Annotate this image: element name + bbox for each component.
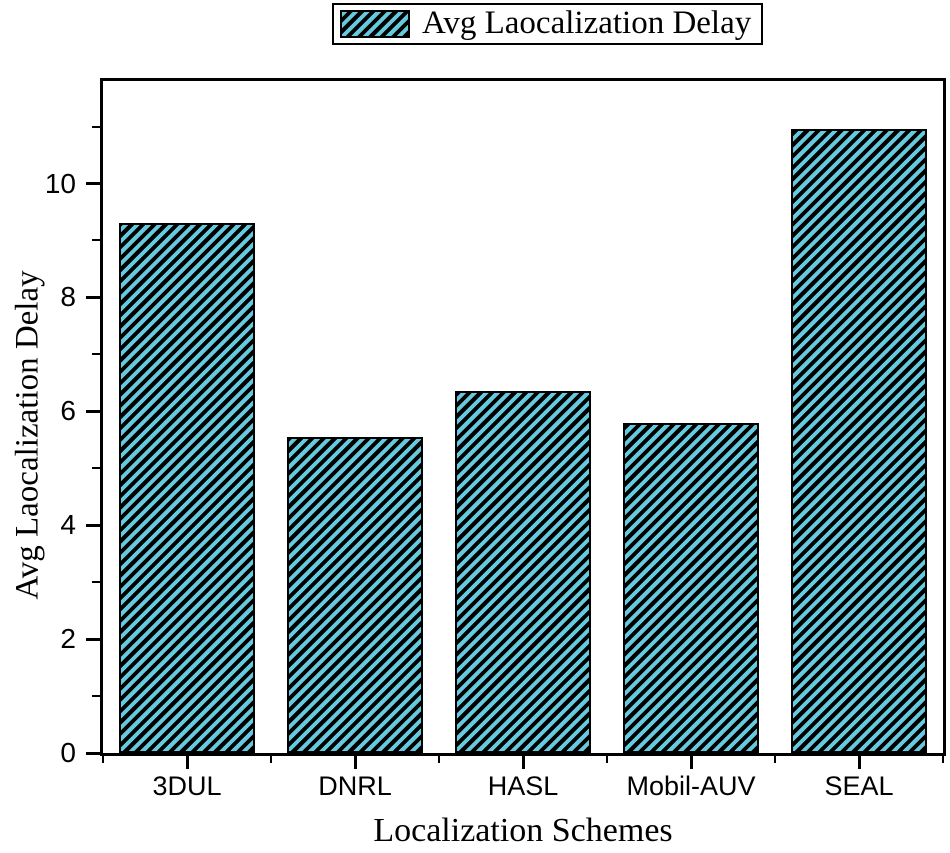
y-axis-major-tick bbox=[86, 751, 100, 755]
x-tick-label: DNRL bbox=[318, 771, 392, 801]
bar-HASL bbox=[455, 391, 591, 753]
x-tick-label: SEAL bbox=[824, 771, 894, 801]
x-tick-label: Mobil-AUV bbox=[626, 771, 756, 801]
legend-swatch-hatch bbox=[340, 10, 410, 38]
y-axis-minor-tick bbox=[92, 125, 100, 128]
y-axis-major-tick bbox=[86, 637, 100, 641]
x-axis-major-tick bbox=[521, 756, 525, 769]
x-axis-minor-tick bbox=[438, 756, 440, 763]
legend-label: Avg Laocalization Delay bbox=[422, 5, 752, 41]
x-tick-label: HASL bbox=[487, 771, 559, 801]
x-axis-minor-tick bbox=[774, 756, 776, 763]
bar-SEAL bbox=[791, 129, 927, 753]
y-tick-label: 6 bbox=[60, 395, 76, 427]
bar-3DUL bbox=[119, 223, 255, 753]
plot-area: 0 2 4 6 8 10 3DUL DNRL HASL Mobil-AUV SEAL bbox=[45, 78, 946, 801]
bar-DNRL bbox=[287, 437, 423, 753]
x-axis-major-tick bbox=[857, 756, 861, 769]
y-tick-label: 4 bbox=[60, 509, 76, 541]
y-axis-major-tick bbox=[86, 409, 100, 413]
y-tick-label: 2 bbox=[60, 623, 76, 655]
y-axis-minor-tick bbox=[92, 239, 100, 242]
y-tick-label: 10 bbox=[44, 167, 76, 199]
y-axis-minor-tick bbox=[92, 467, 100, 470]
y-tick-label: 0 bbox=[60, 737, 76, 768]
x-axis-major-tick bbox=[353, 756, 357, 769]
y-axis-minor-tick bbox=[92, 695, 100, 698]
y-axis-major-tick bbox=[86, 295, 100, 299]
x-axis-minor-tick bbox=[942, 756, 944, 763]
y-axis-major-tick bbox=[86, 523, 100, 527]
y-axis-minor-tick bbox=[92, 353, 100, 356]
x-tick-label: 3DUL bbox=[152, 771, 222, 801]
y-axis-major-tick bbox=[86, 182, 100, 185]
x-axis-minor-tick bbox=[270, 756, 272, 763]
y-tick-label: 8 bbox=[60, 281, 76, 313]
x-axis-major-tick bbox=[689, 756, 693, 769]
y-axis-minor-tick bbox=[92, 581, 100, 584]
legend: Avg Laocalization Delay bbox=[332, 3, 764, 45]
x-axis-minor-tick bbox=[102, 756, 104, 763]
y-axis-title: Avg Laocalization Delay bbox=[9, 270, 46, 600]
x-axis-minor-tick bbox=[606, 756, 608, 763]
bar-Mobil-AUV bbox=[623, 423, 759, 753]
x-axis-title: Localization Schemes bbox=[373, 812, 673, 849]
x-axis-major-tick bbox=[185, 756, 189, 769]
